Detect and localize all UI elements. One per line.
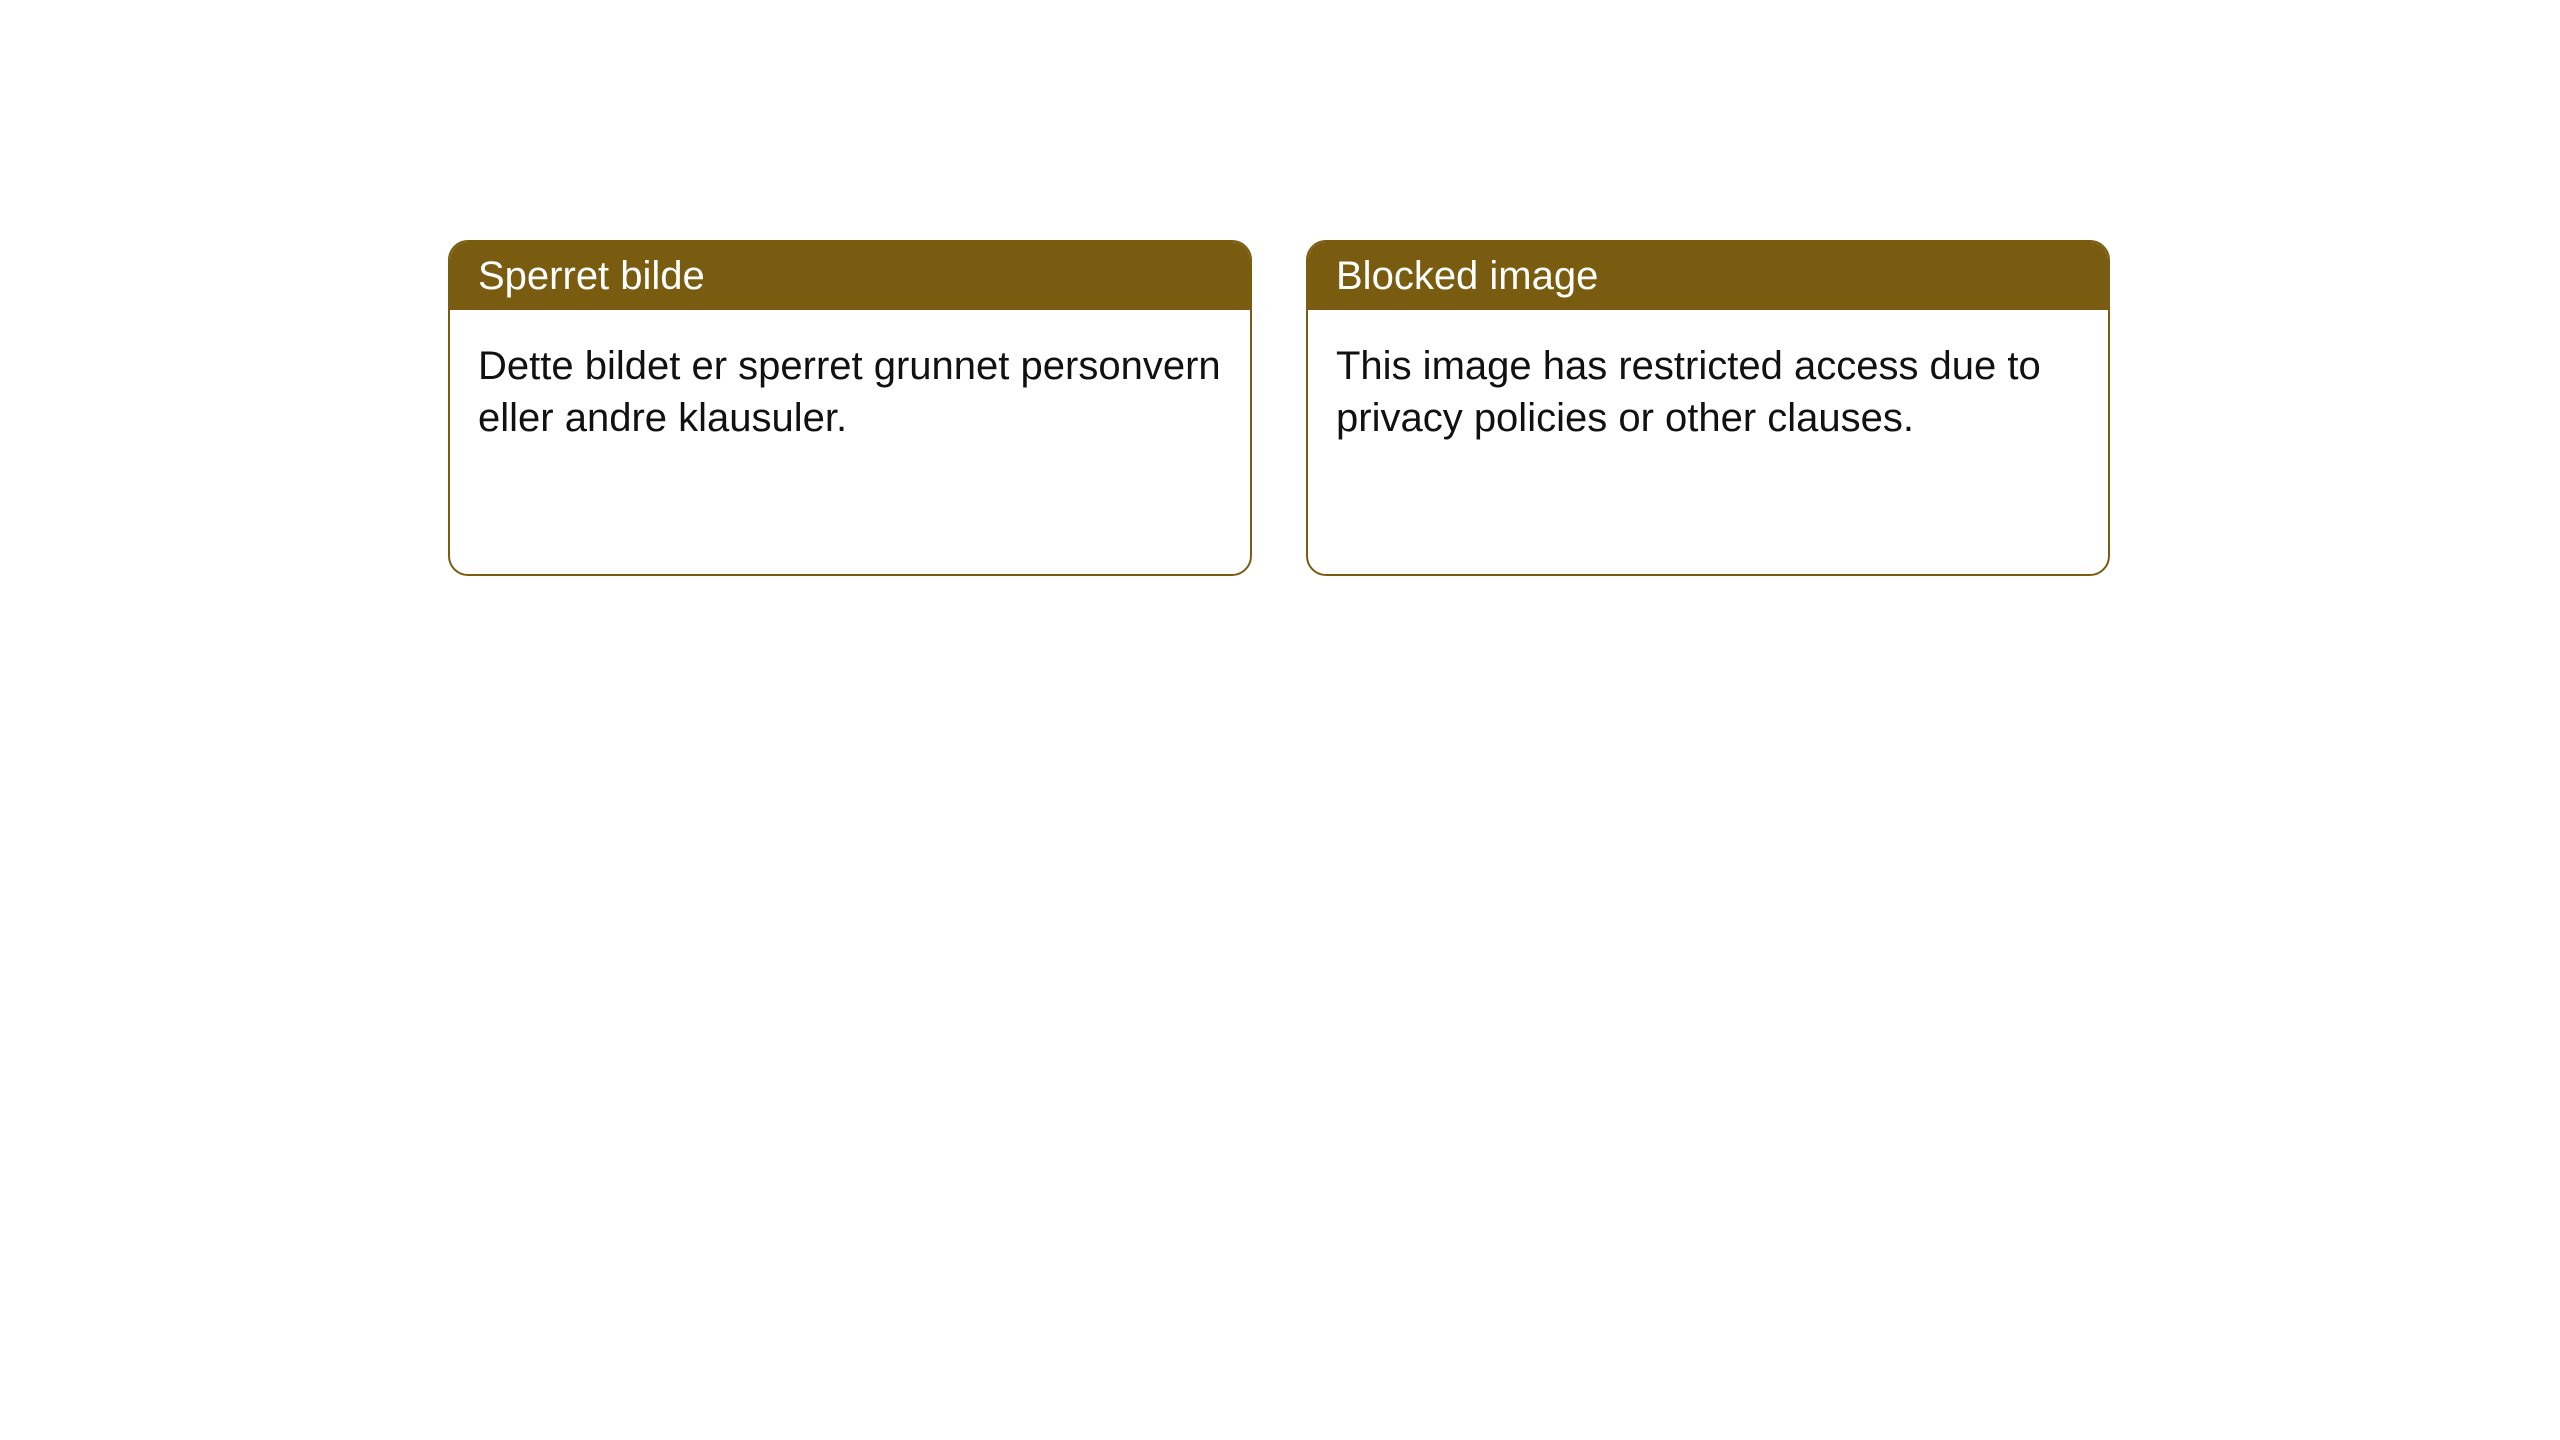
notice-card-norwegian: Sperret bilde Dette bildet er sperret gr… bbox=[448, 240, 1252, 576]
notice-title: Sperret bilde bbox=[450, 242, 1250, 310]
notice-title: Blocked image bbox=[1308, 242, 2108, 310]
notice-container: Sperret bilde Dette bildet er sperret gr… bbox=[0, 0, 2560, 576]
notice-body: This image has restricted access due to … bbox=[1308, 310, 2108, 474]
notice-card-english: Blocked image This image has restricted … bbox=[1306, 240, 2110, 576]
notice-body: Dette bildet er sperret grunnet personve… bbox=[450, 310, 1250, 474]
